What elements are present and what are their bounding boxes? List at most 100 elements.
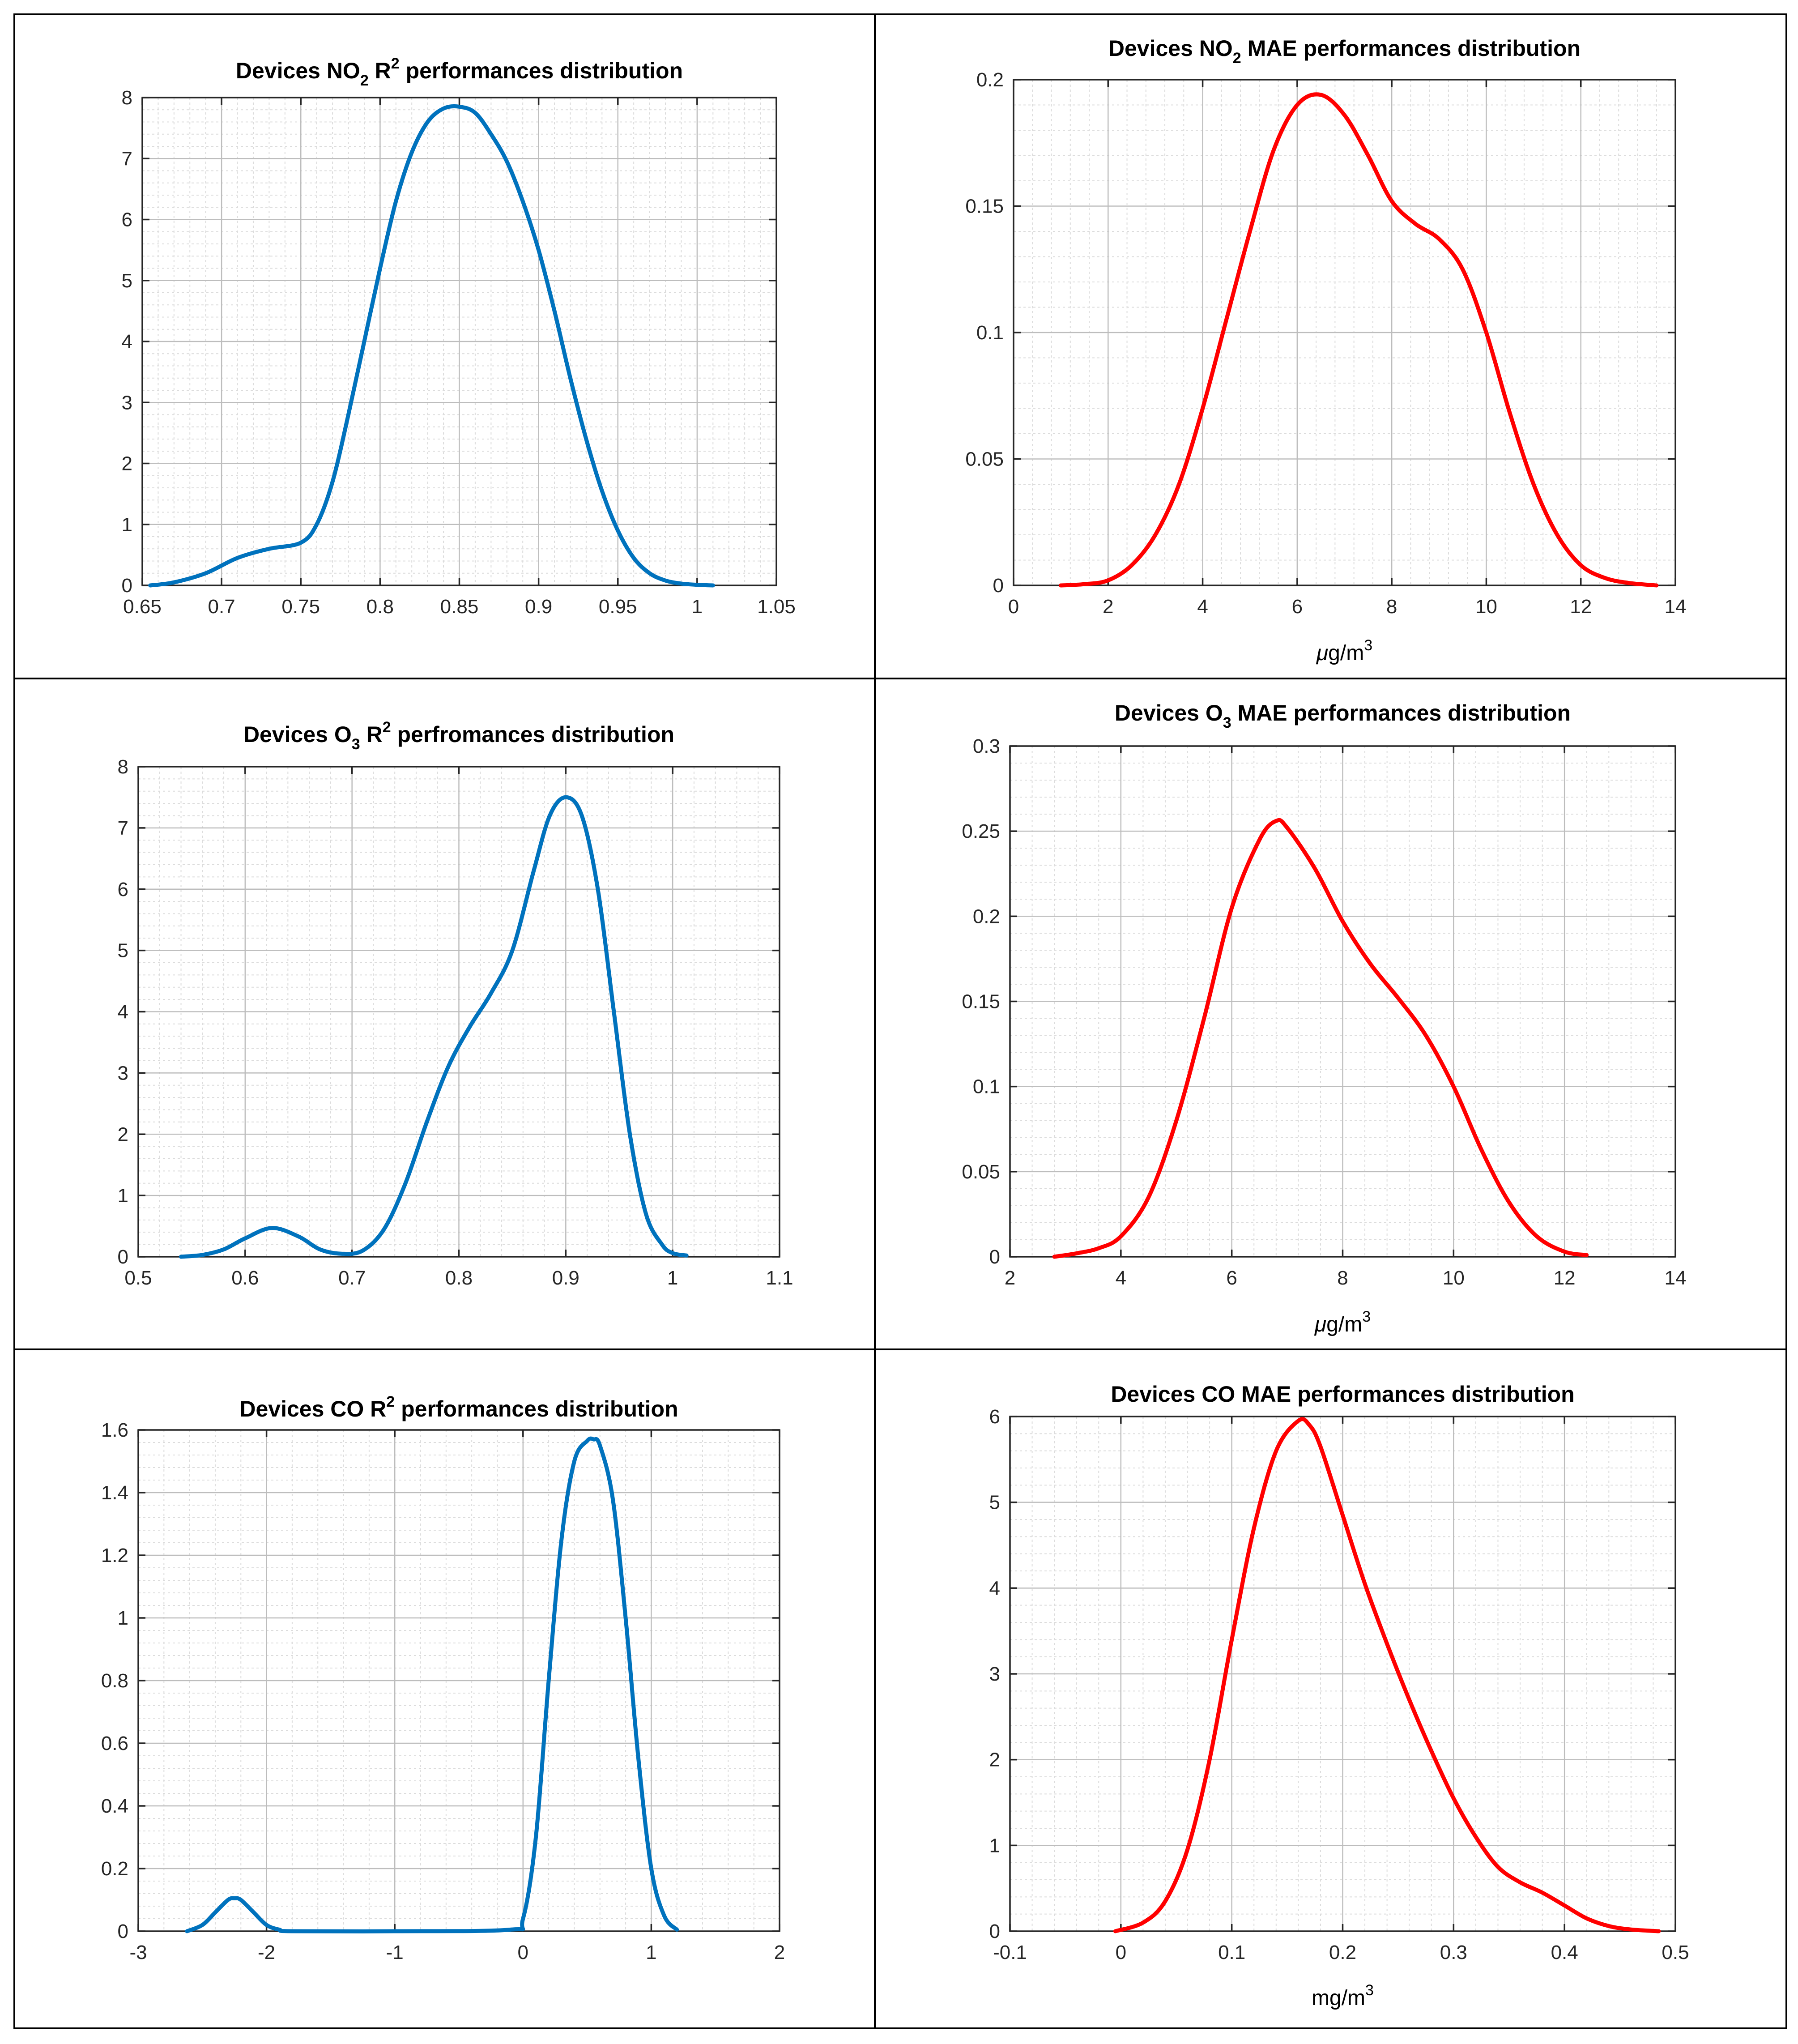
x-axis: -0.1 0 0.1 0.2 0.3 0.4 0.5 (993, 1417, 1689, 1963)
y-tick-label: 0.05 (965, 448, 1004, 470)
x-tick-label: 2 (1103, 596, 1113, 618)
y-tick-label: 0 (118, 1920, 128, 1942)
x-tick-label: 0.65 (123, 596, 162, 618)
title-segment: performances distribution (400, 58, 683, 83)
x-tick-label: 0.1 (1218, 1942, 1245, 1963)
title-segment: R (360, 722, 383, 747)
x-tick-label: 6 (1226, 1267, 1237, 1289)
density-curve (1052, 818, 1589, 1259)
y-tick-label: 4 (118, 1001, 128, 1023)
x-axis-label-sup: 3 (1365, 1982, 1374, 1999)
x-axis: 0.5 0.6 0.7 0.8 0.9 1 1.1 (124, 767, 793, 1289)
x-tick-label: 1 (646, 1942, 656, 1963)
y-tick-label: 8 (118, 756, 128, 778)
x-tick-label: 0.85 (440, 596, 479, 618)
x-tick-label: 1 (667, 1267, 678, 1289)
x-tick-label: -1 (386, 1942, 404, 1963)
y-tick-label: 1.4 (101, 1482, 128, 1504)
y-axis: 0 1 2 3 4 5 6 (989, 1406, 1675, 1942)
title-segment: Devices NO (236, 58, 360, 83)
title-segment: 2 (386, 1393, 395, 1410)
y-tick-label: 6 (118, 879, 128, 900)
y-tick-label: 6 (989, 1406, 1000, 1428)
chart-title: Devices NO2 R2 performances distribution (236, 55, 683, 89)
y-axis: 0 0.2 0.4 0.6 0.8 1 1.2 1.4 1.6 (101, 1419, 780, 1942)
major-grid (1009, 1416, 1676, 1932)
y-tick-label: 0.8 (101, 1670, 128, 1692)
x-tick-label: 2 (774, 1942, 785, 1963)
y-tick-label: 0.2 (973, 905, 1000, 927)
title-segment: Devices CO R (239, 1396, 386, 1421)
density-curve (1059, 92, 1659, 588)
title-segment: Devices O (1115, 700, 1223, 725)
x-tick-label: 0.5 (1662, 1942, 1689, 1963)
x-tick-label: 0 (518, 1942, 528, 1963)
y-tick-label: 3 (989, 1663, 1000, 1685)
y-tick-label: 8 (122, 87, 132, 109)
major-grid (137, 766, 780, 1258)
x-tick-label: 0.75 (281, 596, 320, 618)
x-axis: 0.65 0.7 0.75 0.8 0.85 0.9 0.95 1 1.05 (123, 98, 796, 618)
y-tick-label: 6 (122, 209, 132, 231)
x-axis-label-sup: 3 (1364, 637, 1372, 654)
y-tick-label: 4 (122, 331, 132, 353)
x-tick-label: 4 (1116, 1267, 1126, 1289)
y-tick-label: 1.2 (101, 1545, 128, 1566)
x-tick-label: 0.6 (231, 1267, 259, 1289)
y-tick-label: 0.05 (962, 1161, 1000, 1183)
x-axis-label-mu: μ (1316, 641, 1328, 665)
y-tick-label: 0.2 (101, 1858, 128, 1880)
y-tick-label: 2 (989, 1749, 1000, 1771)
y-tick-label: 0.4 (101, 1795, 128, 1817)
y-tick-label: 0.15 (962, 991, 1000, 1013)
y-tick-label: 1.6 (101, 1419, 128, 1441)
x-axis-label-text: g/m (1328, 641, 1364, 665)
x-tick-label: 0.7 (208, 596, 235, 618)
density-curve (148, 104, 715, 588)
x-tick-label: 12 (1554, 1267, 1576, 1289)
x-tick-label: 1.1 (766, 1267, 793, 1289)
x-tick-label: 10 (1443, 1267, 1465, 1289)
x-axis-label: μg/m3 (1314, 1308, 1371, 1336)
x-tick-label: 0.7 (338, 1267, 366, 1289)
y-tick-label: 0.2 (976, 69, 1004, 91)
title-segment: 2 (391, 55, 400, 72)
y-tick-label: 0 (993, 575, 1004, 597)
x-tick-label: 8 (1337, 1267, 1348, 1289)
chart-title: Devices CO MAE performances distribution (1111, 1382, 1574, 1407)
x-tick-label: 0.8 (445, 1267, 473, 1289)
x-tick-label: 0.95 (599, 596, 637, 618)
x-tick-label: 14 (1665, 1267, 1687, 1289)
title-segment: MAE performances distribution (1231, 700, 1571, 725)
x-tick-label: 2 (1005, 1267, 1015, 1289)
y-tick-label: 5 (122, 270, 132, 292)
x-axis-label: μg/m3 (1316, 637, 1372, 665)
x-axis-label-text: g/m (1326, 1313, 1362, 1336)
title-segment: R (369, 58, 391, 83)
title-segment: Devices O (243, 722, 352, 747)
x-tick-label: 0.5 (124, 1267, 152, 1289)
y-tick-label: 1 (118, 1607, 128, 1629)
x-tick-label: 0.3 (1440, 1942, 1467, 1963)
y-tick-label: 3 (122, 392, 132, 414)
x-tick-label: 0 (1116, 1942, 1126, 1963)
title-segment: 3 (1223, 714, 1231, 731)
title-segment: 2 (1233, 50, 1241, 67)
y-tick-label: 0.6 (101, 1732, 128, 1754)
y-tick-label: 0 (118, 1246, 128, 1268)
title-segment: 2 (383, 719, 391, 736)
y-tick-label: 1 (118, 1185, 128, 1207)
y-tick-label: 7 (118, 817, 128, 839)
x-tick-label: 8 (1386, 596, 1397, 618)
title-segment: performances distribution (395, 1396, 678, 1421)
y-axis: 0 0.05 0.1 0.15 0.2 0.25 0.3 (962, 735, 1675, 1268)
x-tick-label: 0.4 (1551, 1942, 1578, 1963)
y-axis: 0 0.05 0.1 0.15 0.2 (965, 69, 1675, 597)
x-axis: 2 4 6 8 10 12 14 (1005, 746, 1687, 1289)
y-tick-label: 0.15 (965, 196, 1004, 218)
y-tick-label: 3 (118, 1062, 128, 1084)
